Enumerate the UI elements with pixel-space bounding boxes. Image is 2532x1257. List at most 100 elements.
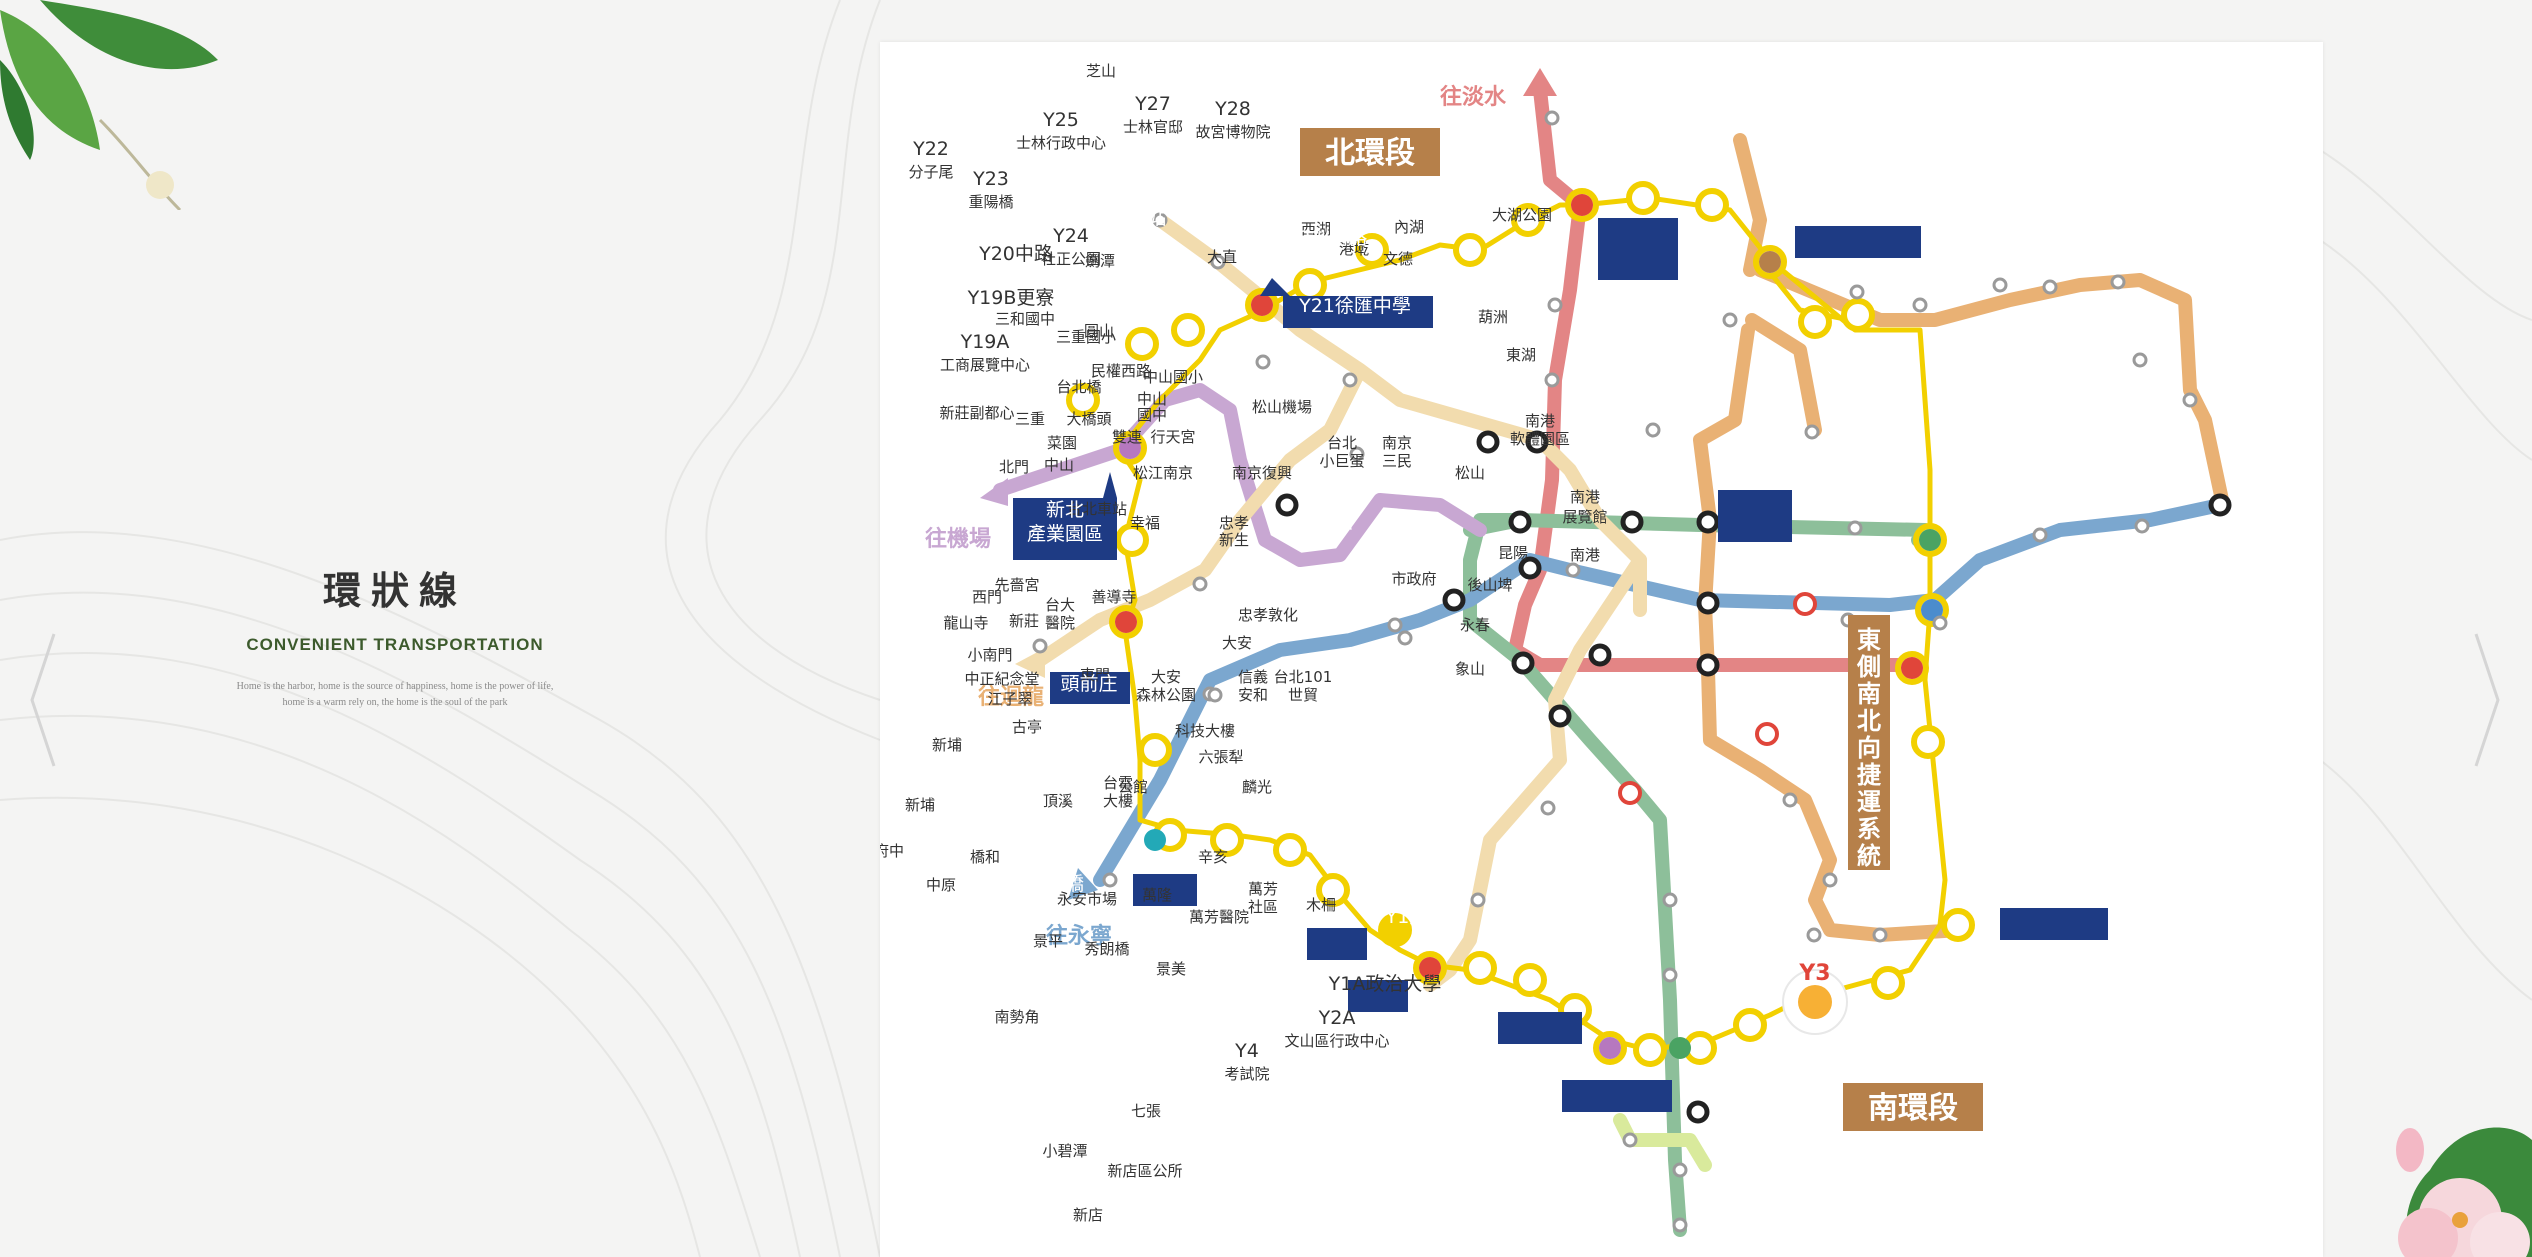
station-ring — [1733, 1008, 1767, 1042]
station-label: 台北101 — [1274, 668, 1333, 686]
station-label: Y19A — [960, 331, 1010, 353]
section-east-char: 捷 — [1857, 761, 1881, 789]
station-badge-label: 士林站 — [1109, 207, 1166, 229]
light-green-line — [1613, 1113, 1712, 1172]
station-label: 公館 — [1118, 778, 1148, 796]
interchange-jingan — [1419, 957, 1441, 979]
station-label: 港墘 — [1339, 240, 1369, 258]
station-label: 台電 — [1103, 774, 1133, 792]
current-station[interactable]: Y3 — [1782, 961, 1848, 1035]
station-label: 士林官邸 — [1123, 118, 1183, 136]
station-label: 南京復興 — [1232, 464, 1292, 482]
station-label: 大安 — [1151, 668, 1181, 686]
station-label: Y23 — [972, 168, 1009, 190]
interchange-green — [1919, 529, 1941, 551]
station-ring — [1125, 327, 1159, 361]
station-label: 中正紀念堂 — [964, 670, 1039, 688]
station-label: 森林公園 — [1136, 686, 1196, 704]
station-ring — [1453, 233, 1487, 267]
blue-line — [1093, 498, 2227, 887]
station-label: 雙連 — [1112, 428, 1142, 446]
station-label: 西門 — [972, 588, 1002, 606]
station-label: 南京 — [1382, 434, 1412, 452]
station-badge-label: Y29劍南路 — [1274, 227, 1368, 249]
section-east-char: 系 — [1857, 815, 1881, 843]
station-badge-label: 十四張 — [1244, 1012, 1301, 1034]
section-east-char: 北 — [1857, 707, 1881, 735]
direction-airport: 往機場 — [925, 526, 991, 552]
station-label: 大橋頭 — [1066, 410, 1111, 428]
station-label: 後山埤 — [1467, 576, 1512, 594]
hero-description: Home is the harbor, home is the source o… — [200, 679, 590, 711]
hero-description-line: Home is the harbor, home is the source o… — [236, 681, 554, 692]
section-east-char: 東 — [1857, 626, 1881, 654]
station-label: 北門 — [999, 458, 1029, 476]
tamsui-arrow — [1523, 68, 1557, 96]
station-label: 三重 — [1015, 410, 1045, 428]
station-label: 三民 — [1382, 452, 1412, 470]
leaf-decoration — [0, 0, 218, 210]
next-arrow-icon[interactable] — [2470, 630, 2504, 770]
station-label: 分子尾 — [908, 163, 953, 181]
station-ring — [1911, 725, 1945, 759]
prev-arrow-icon[interactable] — [26, 630, 60, 770]
station-label: Y22 — [912, 138, 949, 160]
station-label: 故宮博物院 — [1195, 123, 1270, 141]
station-label: 大樓 — [1103, 792, 1133, 810]
station-label: 軟體園區 — [1510, 430, 1570, 448]
station-label: 社區 — [1248, 898, 1278, 916]
interchange-red — [1901, 657, 1923, 679]
metro-map[interactable]: Y3 — [880, 42, 2323, 1257]
station-badge-label: Y26 — [1119, 183, 1156, 205]
station-label: 景美 — [1156, 960, 1186, 978]
station-label: 象山 — [1455, 660, 1485, 678]
station-label: Y27 — [1134, 93, 1171, 115]
station-label: 世貿 — [1288, 686, 1318, 704]
station-ring — [1138, 733, 1172, 767]
station-label: 橋和 — [970, 848, 1000, 866]
station-ring — [1513, 963, 1547, 997]
interchange-14zhang — [1599, 1037, 1621, 1059]
station-label: 葫洲 — [1478, 308, 1508, 326]
station-label: 先嗇宮 — [994, 576, 1039, 594]
station-ring — [1066, 383, 1100, 417]
station-ring — [1316, 873, 1350, 907]
flower-decoration — [2396, 1127, 2532, 1257]
station-label: 小巨蛋 — [1319, 452, 1364, 470]
hero-description-line: home is a warm rely on, the home is the … — [282, 697, 508, 708]
section-north: 北環段 — [1325, 136, 1415, 171]
station-label: 安和 — [1238, 686, 1268, 704]
station-label: 龍山寺 — [943, 614, 988, 632]
station-badge-label: 產業園區 — [1027, 523, 1103, 545]
station-label: 大湖公園 — [1492, 206, 1552, 224]
small-stations — [1032, 110, 2198, 1233]
station-label: Y28 — [1214, 98, 1251, 120]
station-label: 松山機場 — [1252, 398, 1312, 416]
section-south: 南環段 — [1868, 1091, 1958, 1126]
station-badge-label: Y1動物園 — [1385, 906, 1467, 928]
station-label: Y20中路 — [978, 243, 1053, 265]
station-label: 南港 — [1570, 488, 1600, 506]
interchange-tamsui — [1571, 194, 1593, 216]
station-label: 重陽橋 — [968, 193, 1013, 211]
station-label: 劍潭 — [1085, 252, 1115, 270]
hero-title: 環狀線 — [322, 568, 467, 613]
station-ring — [1841, 298, 1875, 332]
station-badge-label: 紀念館 — [1296, 510, 1353, 533]
station-label: 南港 — [1525, 412, 1555, 430]
station-label: 醫院 — [1045, 614, 1075, 632]
station-label: 新莊 — [1009, 612, 1039, 630]
station-label: 民權西路 — [1091, 362, 1151, 380]
transfer-stations — [1275, 430, 2232, 1124]
station-label: 西湖 — [1301, 220, 1331, 238]
station-labels: 芝山Y27士林官邸Y28故宮博物院Y25士林行政中心Y22分子尾Y23重陽橋蘆洲… — [880, 62, 1608, 1224]
station-label: 江子翠 — [987, 690, 1032, 708]
section-east-char: 運 — [1857, 788, 1881, 816]
red-open-stations — [1618, 592, 1817, 805]
station-label: 昆陽 — [1498, 544, 1528, 562]
station-label: 圓山 — [1084, 322, 1114, 340]
station-label: 松江南京 — [1133, 464, 1193, 482]
station-label: Y19B更寮 — [967, 287, 1055, 309]
station-label: 國中 — [1137, 406, 1167, 424]
